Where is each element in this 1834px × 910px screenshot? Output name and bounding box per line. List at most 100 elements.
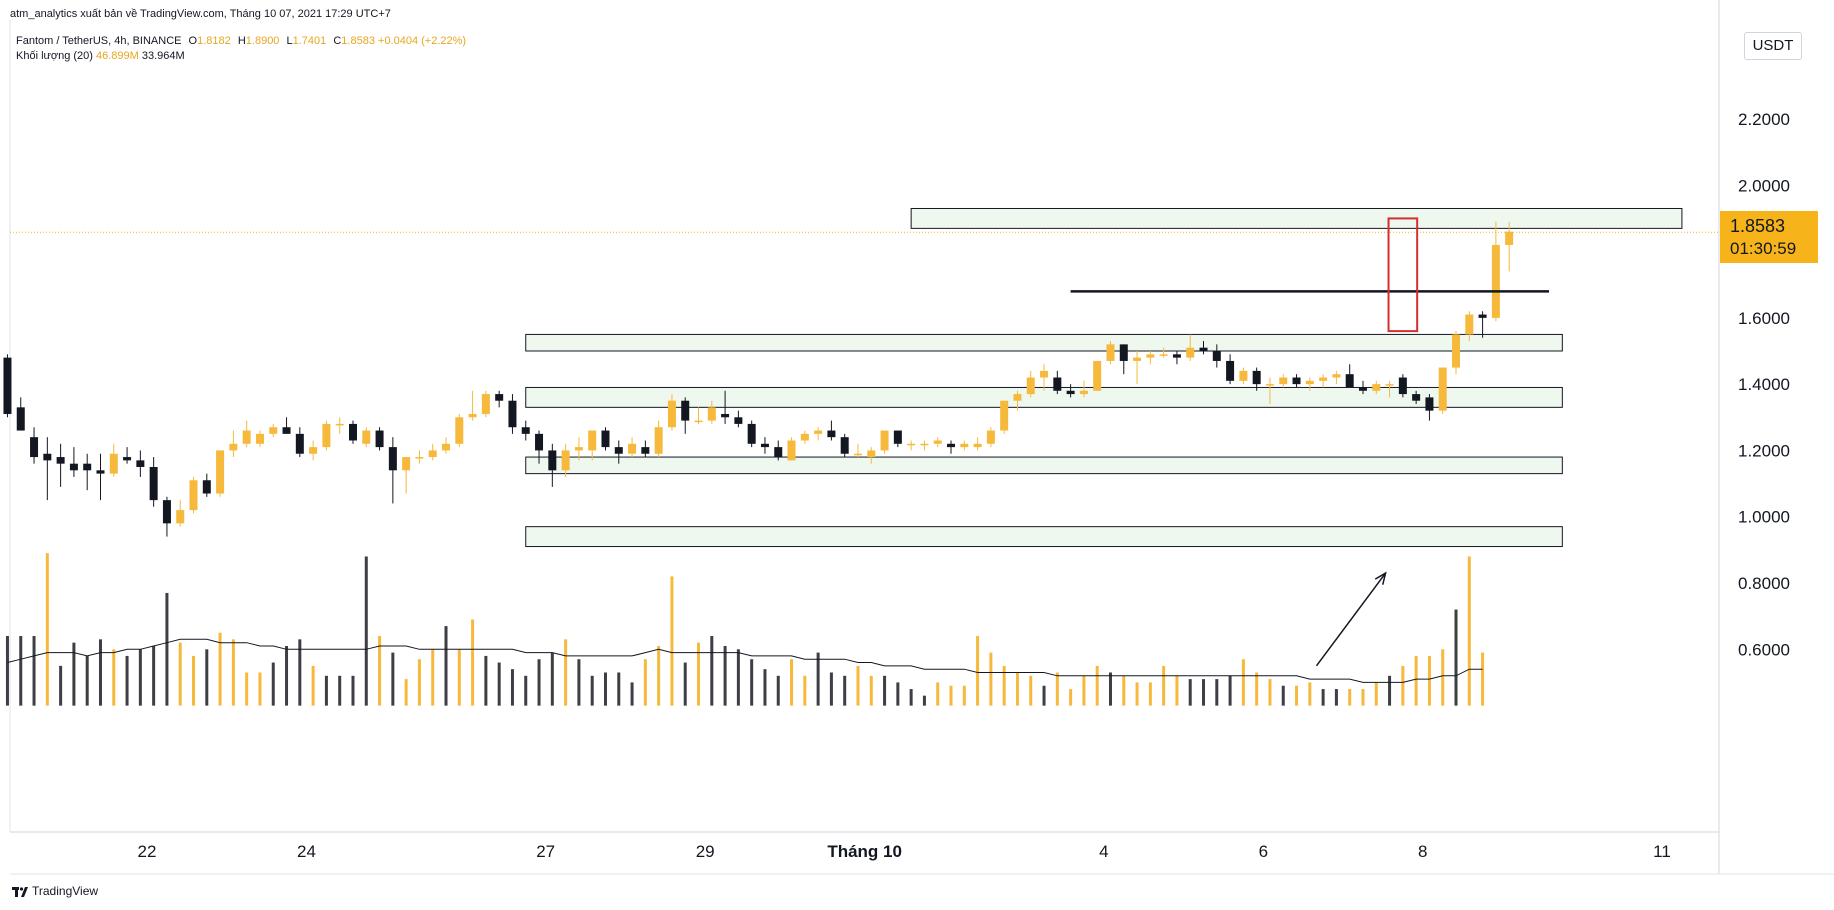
candle-countdown: 01:30:59 [1730, 239, 1797, 258]
volume-bar [1467, 556, 1471, 706]
volume-bar [763, 669, 767, 706]
volume-bar [736, 649, 740, 706]
volume-bar [1374, 682, 1378, 706]
volume-ma-line [7, 638, 1483, 683]
candle-body [1305, 380, 1314, 385]
candle-body [774, 447, 783, 458]
candle-body [521, 427, 530, 434]
volume-bar [617, 672, 621, 706]
candle-body [1372, 384, 1381, 391]
candle-body [1053, 377, 1062, 391]
volume-bar [351, 675, 355, 706]
tradingview-logo[interactable]: TradingView [12, 884, 98, 898]
volume-bar [843, 675, 847, 706]
candle-body [614, 447, 623, 454]
candle-body [1438, 367, 1447, 411]
volume-bar [883, 675, 887, 706]
volume-bar [1162, 665, 1166, 706]
volume-bar [218, 632, 222, 706]
currency-button[interactable]: USDT [1744, 32, 1802, 60]
volume-bar [1228, 675, 1232, 706]
candle-body [1505, 231, 1514, 245]
candle-body [176, 510, 185, 524]
volume-bar [125, 655, 129, 706]
volume-layer [5, 553, 1485, 706]
volume-bar [192, 655, 196, 706]
candle-body [694, 420, 703, 423]
candle-body [1106, 344, 1115, 361]
candle-body [162, 500, 171, 524]
candle-body [548, 450, 557, 471]
volume-bar [85, 655, 89, 706]
candle-body [1013, 394, 1022, 401]
candle-body [840, 437, 849, 454]
candle-body [1358, 387, 1367, 391]
candle-body [1172, 354, 1181, 358]
volume-bar [431, 649, 435, 706]
candle-body [375, 430, 384, 448]
candle-body [721, 413, 730, 418]
volume-bar [5, 636, 9, 706]
candle-body [588, 430, 597, 451]
volume-bar [1241, 659, 1245, 706]
volume-bar [922, 695, 926, 706]
volume-bar [1295, 685, 1299, 706]
volume-bar [72, 642, 76, 706]
candle-body [83, 463, 92, 471]
candle-body [309, 447, 318, 454]
high-value: 1.8900 [245, 35, 280, 47]
candle-body [1252, 370, 1261, 385]
volume-bar [1414, 655, 1418, 706]
candle-body [123, 457, 132, 461]
volume-bar [1441, 649, 1445, 706]
low-key: L [286, 35, 293, 47]
support-resistance-zone[interactable] [525, 456, 1563, 475]
support-resistance-zone[interactable] [525, 526, 1563, 548]
x-tick-label: 24 [297, 842, 316, 861]
volume-bar [896, 682, 900, 706]
volume-bar [816, 652, 820, 706]
candle-body [1199, 347, 1208, 351]
zones-layer [525, 207, 1683, 548]
volume-bar [152, 645, 156, 706]
candle-body [880, 430, 889, 451]
candle-body [1212, 351, 1221, 361]
volume-bar [245, 672, 249, 706]
volume-bar [1215, 679, 1219, 706]
volume-bar [138, 649, 142, 706]
candle-body [787, 440, 796, 461]
y-tick-label: 1.6000 [1738, 309, 1790, 328]
chart-frame [9, 0, 1834, 875]
support-resistance-zone[interactable] [525, 333, 1563, 352]
volume-bar [1321, 689, 1325, 706]
highlight-rectangle[interactable] [1387, 217, 1419, 333]
publisher-caption: atm_analytics xuất bản về TradingView.co… [10, 8, 391, 20]
volume-bar [856, 665, 860, 706]
trend-arrow-line[interactable] [1315, 572, 1387, 667]
x-tick-label: 8 [1418, 842, 1427, 861]
candle-body [1119, 344, 1128, 361]
candle-body [574, 447, 583, 451]
candle-body [667, 400, 676, 428]
y-tick-label: 1.0000 [1738, 508, 1790, 527]
y-axis[interactable]: 2.2000 2.0000 1.6000 1.4000 1.2000 1.0000 0.80… [1738, 110, 1790, 659]
volume-bar [670, 576, 674, 706]
candle-body [814, 430, 823, 434]
volume-bar [710, 636, 714, 706]
candle-body [760, 443, 769, 448]
candle-body [1133, 357, 1142, 361]
candle-body [415, 457, 424, 459]
volume-bar [683, 662, 687, 706]
volume-bar [1268, 679, 1272, 706]
candle-body [1265, 384, 1274, 386]
volume-bar [976, 636, 980, 706]
candle-body [455, 417, 464, 444]
volume-bar [1135, 682, 1139, 706]
volume-bar [32, 636, 36, 706]
open-value: 1.8182 [197, 35, 231, 47]
candle-body [149, 467, 158, 501]
x-axis[interactable]: 22 24 27 29 Tháng 10 4 6 8 11 [138, 842, 1671, 861]
volume-bar [391, 652, 395, 706]
support-resistance-zone[interactable] [910, 207, 1683, 229]
